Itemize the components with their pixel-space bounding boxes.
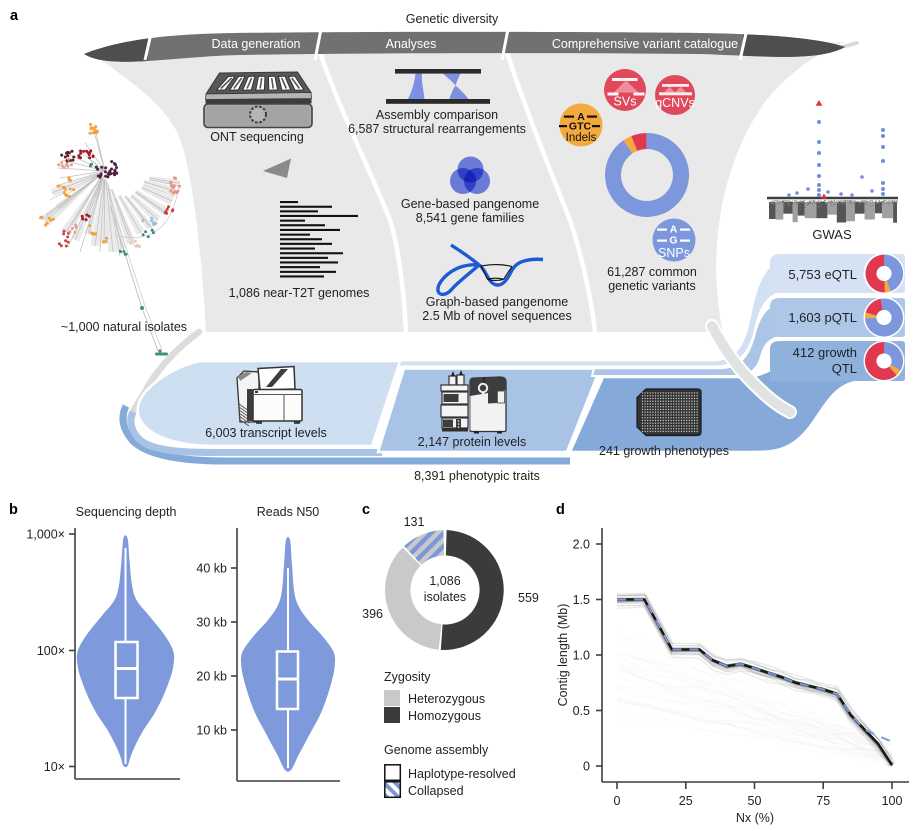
svg-text:Genetic diversity: Genetic diversity [406, 12, 499, 26]
svg-text:SNPs: SNPs [658, 246, 690, 260]
svg-text:Gene-based pangenome: Gene-based pangenome [401, 197, 539, 211]
svg-text:25: 25 [679, 794, 693, 808]
svg-text:Zygosity: Zygosity [384, 670, 431, 684]
svg-text:40 kb: 40 kb [196, 562, 227, 576]
svg-text:1.0: 1.0 [573, 649, 590, 663]
svg-text:6,587 structural rearrangement: 6,587 structural rearrangements [348, 122, 526, 136]
svg-text:Heterozygous: Heterozygous [408, 692, 485, 706]
svg-text:20 kb: 20 kb [196, 670, 227, 684]
svg-text:10 kb: 10 kb [196, 724, 227, 738]
svg-text:GWAS: GWAS [812, 227, 852, 242]
svg-text:QTL: QTL [832, 361, 857, 376]
svg-text:Data generation: Data generation [212, 37, 301, 51]
svg-text:SVs: SVs [614, 95, 637, 109]
svg-text:Reads N50: Reads N50 [257, 505, 320, 519]
svg-text:559: 559 [518, 591, 539, 605]
svg-text:gCNVs: gCNVs [655, 96, 695, 110]
svg-text:1.5: 1.5 [573, 593, 590, 607]
svg-text:396: 396 [362, 607, 383, 621]
svg-text:2.5 Mb of novel sequences: 2.5 Mb of novel sequences [422, 309, 571, 323]
svg-text:0: 0 [614, 794, 621, 808]
svg-text:Assembly comparison: Assembly comparison [376, 108, 498, 122]
svg-text:Graph-based pangenome: Graph-based pangenome [426, 295, 569, 309]
svg-text:75: 75 [816, 794, 830, 808]
svg-text:Collapsed: Collapsed [408, 784, 464, 798]
svg-text:2,147 protein levels: 2,147 protein levels [418, 435, 526, 449]
svg-text:0.5: 0.5 [573, 704, 590, 718]
svg-text:8,391 phenotypic traits: 8,391 phenotypic traits [414, 469, 540, 483]
svg-text:6,003 transcript levels: 6,003 transcript levels [205, 426, 327, 440]
svg-text:1,000×: 1,000× [26, 528, 65, 542]
svg-text:30 kb: 30 kb [196, 616, 227, 630]
svg-text:G: G [669, 235, 677, 247]
svg-text:1,086: 1,086 [429, 574, 460, 588]
svg-text:131: 131 [404, 515, 425, 529]
svg-text:0: 0 [583, 760, 590, 774]
svg-text:Comprehensive variant catalogu: Comprehensive variant catalogue [552, 37, 738, 51]
svg-text:genetic variants: genetic variants [608, 279, 696, 293]
svg-text:Genome assembly: Genome assembly [384, 743, 489, 757]
svg-text:100: 100 [882, 794, 903, 808]
svg-text:61,287 common: 61,287 common [607, 265, 697, 279]
svg-text:412 growth: 412 growth [793, 345, 857, 360]
svg-text:50: 50 [748, 794, 762, 808]
svg-text:~1,000 natural isolates: ~1,000 natural isolates [61, 320, 187, 334]
svg-text:Haplotype-resolved: Haplotype-resolved [408, 767, 516, 781]
svg-text:Nx (%): Nx (%) [736, 811, 774, 825]
svg-text:1,603 pQTL: 1,603 pQTL [788, 310, 857, 325]
svg-text:c: c [362, 502, 370, 518]
svg-text:b: b [9, 502, 18, 518]
svg-text:Contig length (Mb): Contig length (Mb) [556, 604, 570, 707]
svg-text:GTC: GTC [569, 121, 592, 133]
svg-text:d: d [556, 502, 565, 518]
svg-text:isolates: isolates [424, 590, 466, 604]
svg-text:2.0: 2.0 [573, 538, 590, 552]
svg-text:Indels: Indels [566, 132, 597, 144]
svg-text:241 growth phenotypes: 241 growth phenotypes [599, 444, 729, 458]
svg-text:A: A [670, 224, 678, 236]
svg-text:5,753 eQTL: 5,753 eQTL [788, 267, 857, 282]
svg-text:Homozygous: Homozygous [408, 709, 481, 723]
svg-text:a: a [10, 8, 19, 24]
svg-text:A: A [577, 111, 585, 123]
svg-text:Analyses: Analyses [386, 37, 437, 51]
svg-text:100×: 100× [37, 644, 65, 658]
svg-text:ONT sequencing: ONT sequencing [210, 130, 304, 144]
svg-text:Sequencing depth: Sequencing depth [76, 505, 177, 519]
svg-text:8,541 gene families: 8,541 gene families [416, 211, 524, 225]
svg-text:1,086 near-T2T genomes: 1,086 near-T2T genomes [229, 286, 370, 300]
svg-text:10×: 10× [44, 760, 65, 774]
